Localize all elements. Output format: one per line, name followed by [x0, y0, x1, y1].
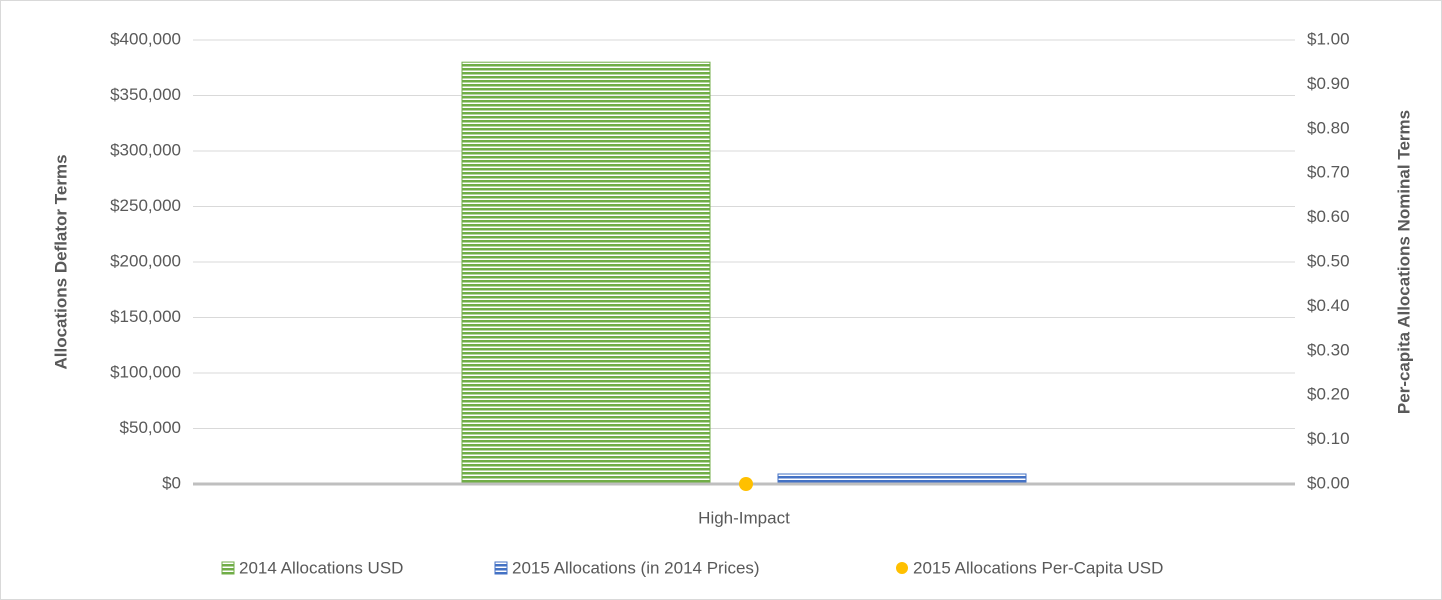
- legend-label: 2015 Allocations (in 2014 Prices): [512, 558, 760, 577]
- y-tick-label: $0: [162, 473, 181, 492]
- y-tick-label: $200,000: [110, 251, 181, 270]
- y2-tick-label: $1.00: [1307, 29, 1350, 48]
- y2-tick-label: $0.90: [1307, 74, 1350, 93]
- y2-tick-label: $0.70: [1307, 163, 1350, 182]
- legend-label: 2014 Allocations USD: [239, 558, 403, 577]
- y2-tick-label: $0.50: [1307, 251, 1350, 270]
- bar: [461, 61, 711, 485]
- y2-tick-label: $0.60: [1307, 207, 1350, 226]
- legend-swatch: [221, 561, 235, 575]
- y-tick-label: $100,000: [110, 362, 181, 381]
- y-tick-label: $150,000: [110, 307, 181, 326]
- y2-tick-label: $0.20: [1307, 385, 1350, 404]
- y-tick-label: $50,000: [120, 418, 181, 437]
- y2-tick-label: $0.40: [1307, 296, 1350, 315]
- y2-axis-title: Per-capita Allocations Nominal Terms: [1394, 110, 1413, 414]
- legend-swatch: [896, 562, 908, 574]
- y-tick-label: $400,000: [110, 29, 181, 48]
- x-tick-label: High-Impact: [698, 508, 790, 527]
- y2-tick-label: $0.30: [1307, 340, 1350, 359]
- y-axis-title: Allocations Deflator Terms: [51, 154, 70, 369]
- y-tick-label: $300,000: [110, 140, 181, 159]
- y-tick-label: $350,000: [110, 85, 181, 104]
- legend-label: 2015 Allocations Per-Capita USD: [913, 558, 1163, 577]
- y2-tick-label: $0.10: [1307, 429, 1350, 448]
- legend-swatch: [494, 561, 508, 575]
- y2-tick-label: $0.00: [1307, 473, 1350, 492]
- y-tick-label: $250,000: [110, 196, 181, 215]
- scatter-point: [739, 477, 753, 491]
- y2-tick-label: $0.80: [1307, 118, 1350, 137]
